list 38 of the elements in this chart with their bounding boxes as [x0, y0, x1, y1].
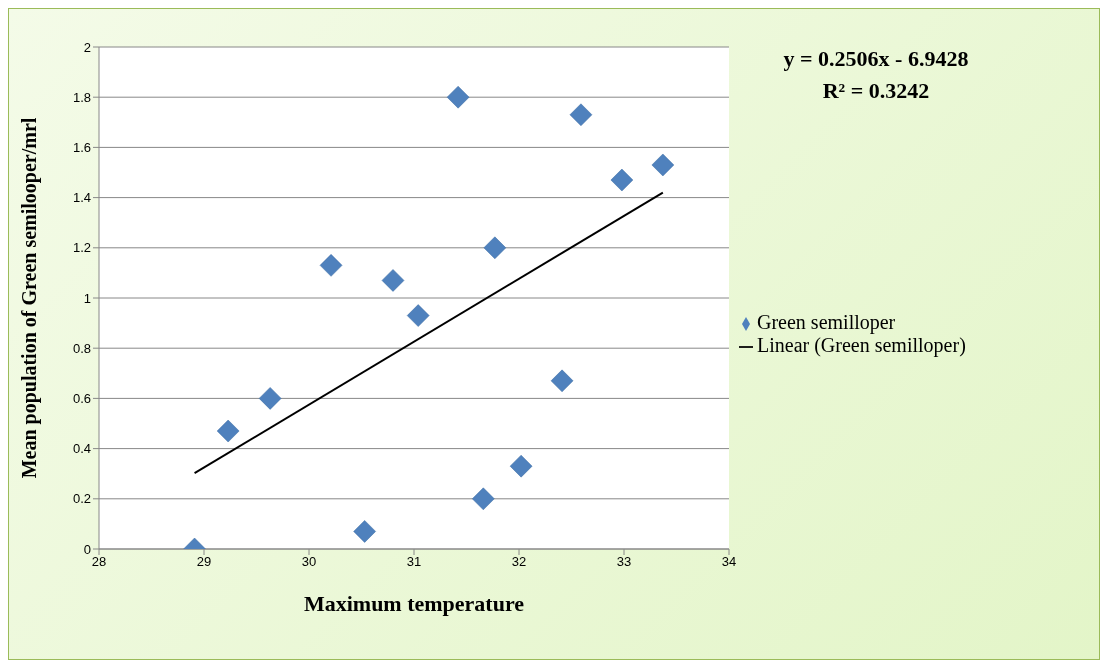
point	[569, 103, 593, 127]
point	[509, 454, 533, 478]
point	[550, 369, 574, 393]
x-tick-label: 33	[616, 554, 632, 570]
point	[216, 419, 240, 443]
point	[258, 387, 282, 410]
y-axis-title: Mean population of Green semilooper/mrl	[18, 117, 42, 479]
y-tick-label: 1	[83, 290, 91, 306]
x-tick-label: 28	[91, 554, 107, 570]
x-tick-label: 31	[406, 554, 422, 570]
x-tick-label: 34	[721, 554, 737, 570]
text: y = 0.2506x - 6.9428	[782, 45, 970, 73]
y-tick-label: 0.4	[72, 441, 91, 457]
point	[483, 236, 507, 260]
text: R² = 0.3242	[821, 77, 931, 105]
y-tick-label: 1.6	[72, 140, 91, 156]
y-tick-label: 0	[83, 541, 91, 557]
point	[319, 254, 343, 277]
point	[353, 520, 376, 543]
x-tick-label: 32	[511, 554, 527, 570]
x-tick-label: 30	[301, 554, 317, 570]
x-tick-label: 29	[196, 554, 212, 570]
point	[381, 269, 405, 292]
point	[406, 304, 430, 327]
legend-label: Green semilloper	[757, 311, 896, 333]
y-tick-label: 2	[83, 39, 91, 55]
point	[446, 85, 470, 109]
y-tick-label: 1.4	[72, 190, 91, 206]
point	[610, 168, 634, 192]
x-axis-title: Maximum temperature	[303, 591, 525, 616]
point	[651, 153, 675, 177]
y-tick-label: 0.6	[72, 391, 91, 407]
y-tick-label: 1.2	[72, 240, 91, 256]
y-tick-label: 1.8	[72, 89, 91, 105]
point	[472, 487, 495, 511]
legend-label: Linear (Green semilloper)	[757, 334, 966, 356]
y-tick-label: 0.2	[72, 491, 91, 507]
y-tick-label: 0.8	[72, 340, 91, 356]
